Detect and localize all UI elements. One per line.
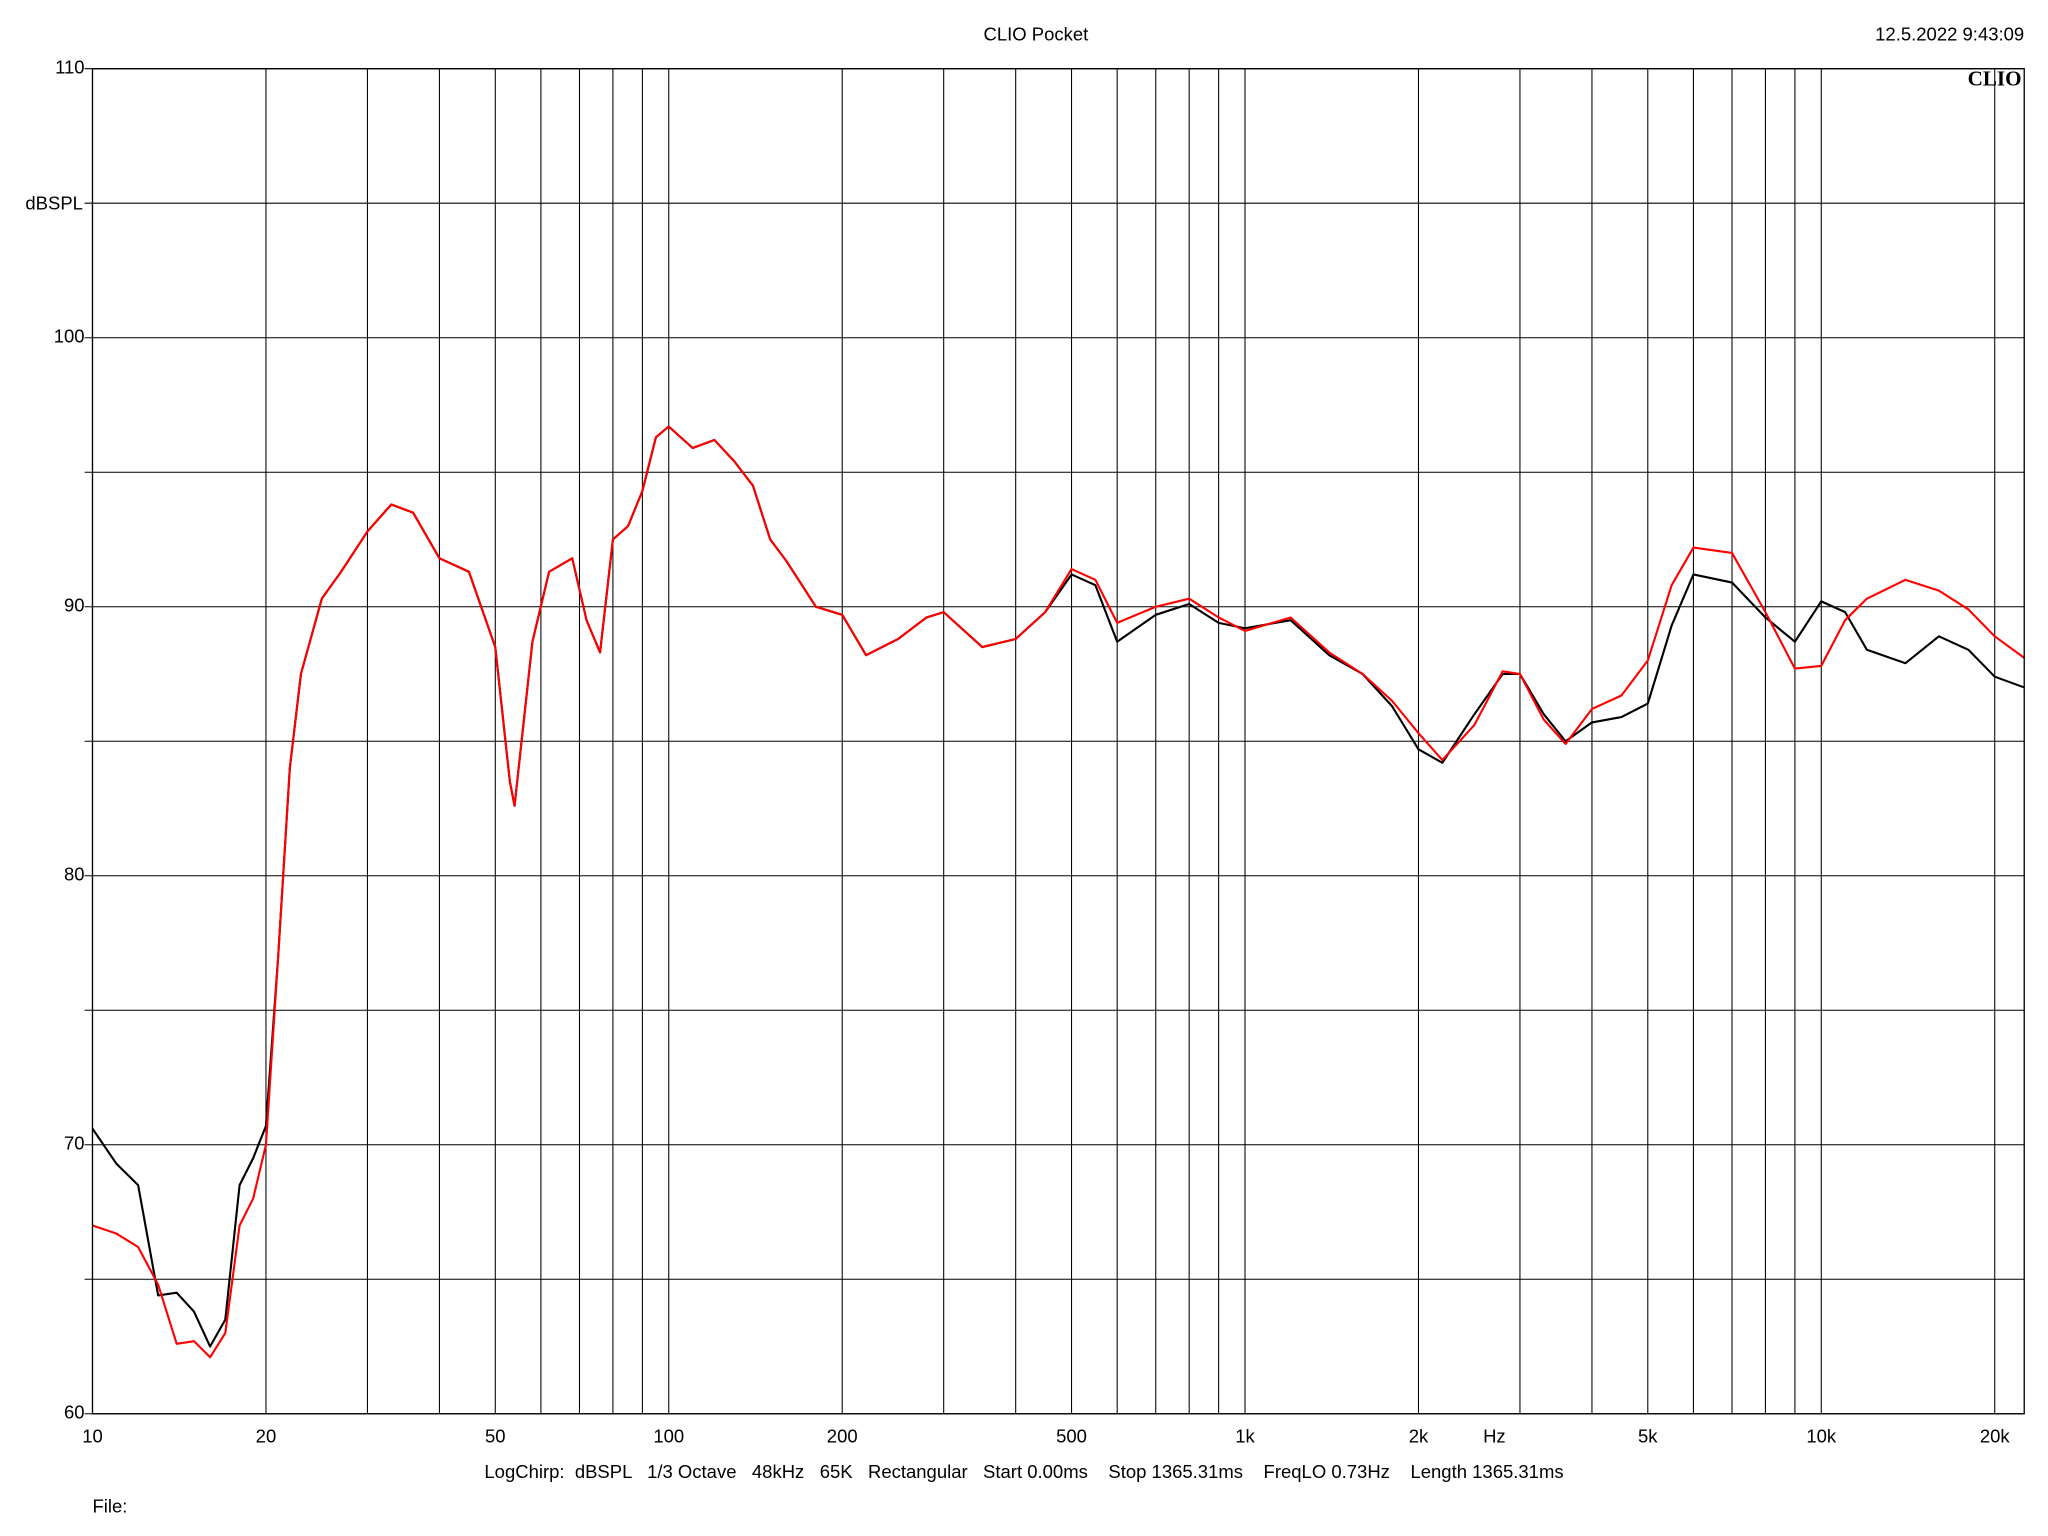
x-tick-label: 1k bbox=[1235, 1425, 1255, 1446]
x-tick-label: 100 bbox=[653, 1425, 684, 1446]
x-tick-label: 5k bbox=[1638, 1425, 1658, 1446]
y-tick-label: 100 bbox=[54, 326, 85, 347]
lines bbox=[91, 425, 2025, 1359]
chart-title: CLIO Pocket bbox=[983, 24, 1088, 45]
file-label: File: bbox=[92, 1495, 127, 1516]
plot-frame bbox=[91, 68, 2025, 1415]
footer: LogChirp: dBSPL 1/3 Octave 48kHz 65K Rec… bbox=[484, 1461, 1563, 1482]
x-tick-label: 20 bbox=[256, 1425, 277, 1446]
y-tick-label: 90 bbox=[64, 595, 85, 616]
logo: CLIO bbox=[1968, 66, 2022, 90]
x-tick-label: 500 bbox=[1056, 1425, 1087, 1446]
x-tick-label: 10k bbox=[1806, 1425, 1837, 1446]
series-line bbox=[92, 425, 2025, 1359]
x-tick-label: 2k bbox=[1409, 1425, 1429, 1446]
y-tick-label: 60 bbox=[64, 1402, 85, 1423]
y-tick-label: 80 bbox=[64, 864, 85, 885]
x-tick-label: 20k bbox=[1980, 1425, 2011, 1446]
y-tick-label: 110 bbox=[55, 57, 84, 78]
y-axis-label: dBSPL bbox=[25, 193, 83, 214]
x-tick-label: 10 bbox=[82, 1425, 103, 1446]
x-tick-label: 200 bbox=[827, 1425, 858, 1446]
timestamp: 12.5.2022 9:43:09 bbox=[1875, 24, 2024, 45]
y-tick-label: 70 bbox=[64, 1133, 85, 1154]
x-tick-label: 50 bbox=[485, 1425, 506, 1446]
x-axis-label: Hz bbox=[1483, 1425, 1506, 1446]
